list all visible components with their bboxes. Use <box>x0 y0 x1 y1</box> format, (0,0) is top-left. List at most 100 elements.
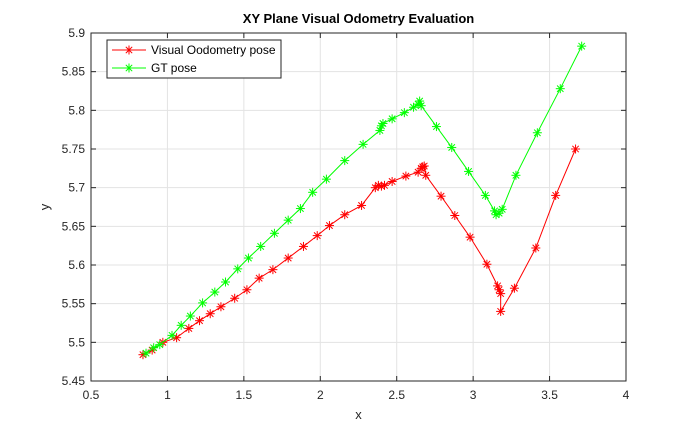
data-point <box>450 211 460 221</box>
data-point <box>221 277 231 287</box>
data-point <box>419 161 429 171</box>
plot-series <box>138 41 587 360</box>
data-point <box>308 187 318 197</box>
data-point <box>447 142 457 152</box>
data-point <box>324 221 334 231</box>
data-point <box>149 343 159 353</box>
data-point <box>511 170 521 180</box>
data-point <box>493 281 503 291</box>
x-tick-label: 1 <box>164 388 171 402</box>
data-point <box>555 84 565 94</box>
data-point <box>205 309 215 319</box>
x-tick-label: 1.5 <box>236 388 253 402</box>
data-point <box>480 190 490 200</box>
legend: Visual Oodometry pose GT pose <box>106 39 282 79</box>
data-point <box>496 306 506 316</box>
data-point <box>464 166 474 176</box>
data-point <box>321 174 331 184</box>
x-tick-label: 4 <box>623 388 630 402</box>
series-gt-pose <box>141 41 587 358</box>
data-point <box>358 139 368 149</box>
data-point <box>509 283 519 293</box>
series-line <box>142 148 577 356</box>
data-point <box>465 232 475 242</box>
data-point <box>312 231 322 241</box>
y-tick-label: 5.7 <box>68 181 85 195</box>
data-point <box>216 302 226 312</box>
data-point <box>494 285 504 295</box>
data-point <box>436 191 446 201</box>
data-point <box>230 293 240 303</box>
data-point <box>195 316 205 326</box>
data-point <box>243 253 253 263</box>
series-visual-odometry <box>138 144 581 360</box>
y-tick-label: 5.8 <box>68 103 85 117</box>
data-point <box>295 204 305 214</box>
data-point <box>256 241 266 251</box>
data-point <box>418 162 428 172</box>
data-point <box>141 348 151 358</box>
data-point <box>198 298 208 308</box>
data-point <box>379 180 389 190</box>
data-point <box>577 41 587 51</box>
data-point <box>340 210 350 220</box>
y-tick-label: 5.75 <box>62 142 86 156</box>
data-point <box>431 122 441 132</box>
data-point <box>233 264 243 274</box>
data-point <box>399 108 409 118</box>
axes-box <box>90 32 627 382</box>
chart-title: XY Plane Visual Odometry Evaluation <box>243 11 474 26</box>
data-point <box>176 320 186 330</box>
axis-ticks: 0.5 1 1.5 2 2.5 3 3.5 4 5.45 5.5 5.55 5.6 5.65 5.7 5.7… <box>62 26 630 402</box>
data-point <box>532 128 542 138</box>
data-point <box>551 190 561 200</box>
data-point <box>268 265 278 275</box>
data-point <box>571 144 581 154</box>
legend-label: GT pose <box>151 61 197 75</box>
data-point <box>185 311 195 321</box>
legend-label: Visual Oodometry pose <box>151 43 276 57</box>
data-point <box>184 323 194 333</box>
x-tick-label: 3.5 <box>541 388 558 402</box>
data-point <box>283 253 293 263</box>
data-point <box>155 340 165 350</box>
legend-marker <box>124 63 134 73</box>
data-point <box>387 176 397 186</box>
y-tick-label: 5.85 <box>62 65 86 79</box>
data-point <box>283 215 293 225</box>
data-point <box>421 170 431 180</box>
data-point <box>357 200 367 210</box>
x-tick-label: 2.5 <box>388 388 405 402</box>
y-tick-label: 5.9 <box>68 26 85 40</box>
data-point <box>242 285 252 295</box>
x-axis-label: x <box>355 407 362 422</box>
x-tick-label: 3 <box>470 388 477 402</box>
data-point <box>269 228 279 238</box>
x-tick-label: 0.5 <box>83 388 100 402</box>
data-point <box>416 101 426 111</box>
legend-marker <box>124 45 134 55</box>
data-point <box>401 171 411 181</box>
data-point <box>387 114 397 124</box>
y-axis-label: y <box>37 203 52 210</box>
data-point <box>254 273 264 283</box>
data-point <box>210 287 220 297</box>
data-point <box>378 118 388 128</box>
data-point <box>497 204 507 214</box>
data-point <box>298 241 308 251</box>
y-tick-label: 5.5 <box>68 335 85 349</box>
data-point <box>167 330 177 340</box>
legend-box <box>106 39 282 79</box>
y-tick-label: 5.45 <box>62 374 86 388</box>
data-point <box>409 102 419 112</box>
y-tick-label: 5.65 <box>62 219 86 233</box>
data-point <box>496 289 506 299</box>
data-point <box>340 156 350 166</box>
y-tick-label: 5.55 <box>62 297 86 311</box>
data-point <box>531 243 541 253</box>
y-tick-label: 5.6 <box>68 258 85 272</box>
data-point <box>482 259 492 269</box>
series-line <box>145 45 583 354</box>
